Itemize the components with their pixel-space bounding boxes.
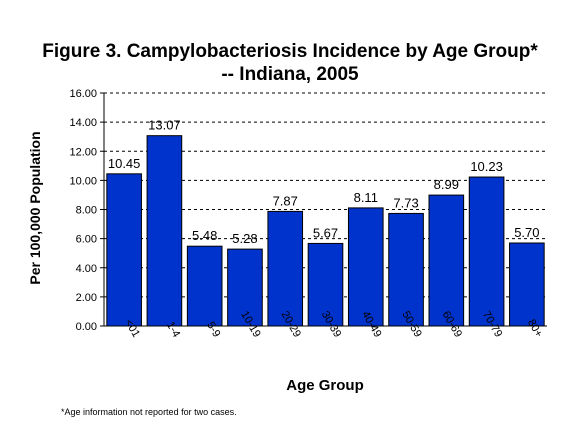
bar (388, 212, 424, 327)
bar (146, 135, 183, 327)
y-tick-label: 2.00 (76, 292, 97, 304)
chart-title-line-2: -- Indiana, 2005 (221, 64, 359, 85)
bar (267, 210, 304, 327)
bar (106, 173, 142, 327)
value-label: 8.99 (434, 177, 459, 192)
value-label: 5.48 (192, 228, 217, 243)
y-tick-labels: 0.00 2.00 4.00 6.00 8.00 10.00 12.00 14.00 16.00 (69, 88, 104, 333)
value-label: 5.28 (232, 231, 257, 246)
footnote: *Age information not reported for two ca… (61, 407, 237, 417)
bar (468, 176, 505, 327)
value-label: 10.23 (470, 159, 503, 174)
x-axis-label: Age Group (286, 377, 364, 394)
bar (307, 242, 344, 327)
y-tick-label: 4.00 (76, 263, 97, 275)
y-tick-label: 14.00 (69, 117, 97, 129)
value-label: 13.07 (148, 118, 181, 133)
value-label: 7.87 (273, 193, 298, 208)
y-tick-label: 10.00 (69, 175, 97, 187)
value-labels: 10.45 13.07 5.48 5.28 7.87 5.67 8.11 7.73 8.99 10… (108, 118, 540, 246)
y-tick-label: 0.00 (76, 321, 97, 333)
y-tick-label: 12.00 (69, 146, 97, 158)
value-label: 5.67 (313, 225, 338, 240)
value-label: 8.11 (354, 190, 378, 205)
bar (186, 245, 223, 327)
value-label: 5.70 (514, 225, 539, 240)
y-tick-label: 16.00 (69, 88, 97, 100)
value-label: 10.45 (108, 156, 141, 171)
y-tick-label: 8.00 (76, 205, 97, 217)
chart-title-line-1: Figure 3. Campylobacteriosis Incidence b… (42, 41, 538, 62)
y-tick-label: 6.00 (76, 234, 97, 246)
value-label: 7.73 (393, 195, 418, 210)
bars (106, 135, 545, 327)
y-axis-label: Per 100,000 Population (27, 131, 43, 284)
bar (227, 248, 263, 327)
bar (428, 194, 465, 327)
bar (509, 242, 545, 327)
bar (347, 207, 384, 327)
